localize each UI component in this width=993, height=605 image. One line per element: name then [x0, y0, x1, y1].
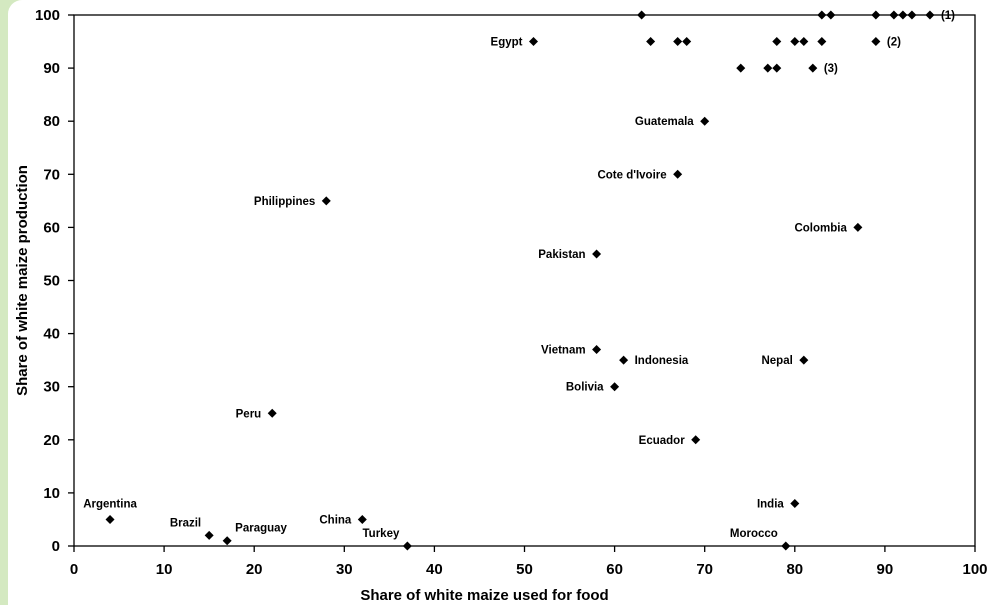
- data-point: [925, 10, 935, 20]
- data-point: [529, 37, 539, 47]
- point-label: Bolivia: [566, 382, 604, 394]
- data-point: [790, 37, 800, 47]
- data-point: [402, 541, 412, 551]
- x-tick-label: 80: [786, 561, 803, 578]
- point-label: Ecuador: [639, 435, 686, 447]
- point-label: Egypt: [491, 37, 523, 49]
- data-point: [673, 169, 683, 179]
- point-label: (1): [941, 10, 955, 22]
- y-tick-label: 0: [52, 538, 60, 555]
- data-point: [799, 355, 809, 365]
- x-tick-label: 90: [877, 561, 894, 578]
- data-point: [817, 10, 827, 20]
- data-point: [700, 116, 710, 126]
- point-label: Cote d'Ivoire: [597, 169, 666, 181]
- point-label: India: [757, 499, 784, 511]
- data-point: [736, 63, 746, 73]
- chart-panel: [8, 0, 993, 605]
- point-label: Peru: [236, 408, 262, 420]
- data-point: [646, 37, 656, 47]
- data-point: [772, 63, 782, 73]
- x-tick-label: 30: [336, 561, 353, 578]
- data-point: [610, 382, 620, 392]
- x-tick-label: 10: [156, 561, 173, 578]
- data-point: [682, 37, 692, 47]
- point-label: Morocco: [730, 528, 778, 540]
- y-tick-label: 20: [43, 432, 60, 449]
- y-tick-label: 30: [43, 379, 60, 396]
- data-point: [889, 10, 899, 20]
- data-point: [267, 408, 277, 418]
- data-point: [826, 10, 836, 20]
- point-label: Paraguay: [235, 523, 287, 535]
- point-label: Pakistan: [538, 249, 585, 261]
- point-label: Philippines: [254, 196, 315, 208]
- data-point: [673, 37, 683, 47]
- point-label: Brazil: [170, 517, 201, 529]
- data-point: [790, 499, 800, 509]
- point-label: Argentina: [83, 498, 137, 510]
- y-tick-label: 50: [43, 273, 60, 290]
- x-tick-label: 100: [962, 561, 987, 578]
- y-tick-label: 100: [35, 7, 60, 24]
- point-label: Guatemala: [635, 116, 694, 128]
- data-point: [222, 536, 232, 546]
- point-label: (3): [824, 63, 838, 75]
- point-label: Indonesia: [635, 355, 689, 367]
- data-point: [799, 37, 809, 47]
- y-tick-label: 90: [43, 60, 60, 77]
- data-point: [871, 10, 881, 20]
- point-label: Nepal: [761, 355, 792, 367]
- y-tick-label: 60: [43, 219, 60, 236]
- data-point: [907, 10, 917, 20]
- y-tick-label: 10: [43, 485, 60, 502]
- data-point: [772, 37, 782, 47]
- point-label: Vietnam: [541, 345, 586, 357]
- data-point: [808, 63, 818, 73]
- x-tick-label: 70: [696, 561, 713, 578]
- data-point: [204, 530, 214, 540]
- y-tick-label: 70: [43, 166, 60, 183]
- data-point: [592, 249, 602, 259]
- data-point: [619, 355, 629, 365]
- data-point: [817, 37, 827, 47]
- data-point: [691, 435, 701, 445]
- x-tick-label: 50: [516, 561, 533, 578]
- y-axis-title: Share of white maize production: [14, 165, 31, 396]
- data-point: [105, 514, 115, 524]
- x-tick-label: 0: [70, 561, 78, 578]
- data-point: [871, 37, 881, 47]
- x-tick-label: 60: [606, 561, 623, 578]
- data-point: [321, 196, 331, 206]
- data-point: [781, 541, 791, 551]
- data-point: [357, 514, 367, 524]
- y-tick-label: 80: [43, 113, 60, 130]
- data-point: [763, 63, 773, 73]
- x-tick-label: 40: [426, 561, 443, 578]
- data-point: [898, 10, 908, 20]
- point-label: (2): [887, 37, 901, 49]
- plot-frame: [73, 14, 976, 547]
- data-point: [637, 10, 647, 20]
- x-tick-label: 20: [246, 561, 263, 578]
- point-label: Turkey: [363, 528, 400, 540]
- point-label: China: [319, 514, 352, 526]
- point-label: Colombia: [794, 222, 847, 234]
- y-tick-label: 40: [43, 326, 60, 343]
- data-point: [592, 345, 602, 355]
- x-axis-title: Share of white maize used for food: [360, 587, 608, 604]
- data-point: [853, 222, 863, 232]
